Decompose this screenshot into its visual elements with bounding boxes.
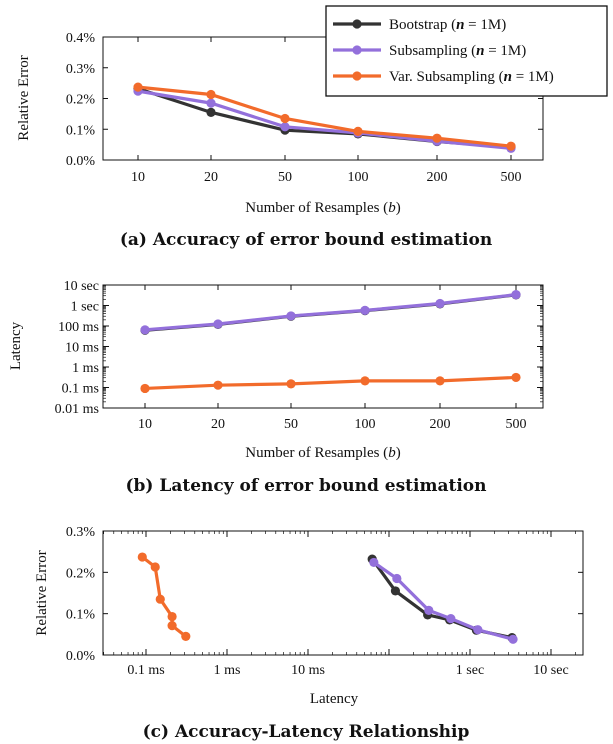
data-point	[155, 594, 165, 604]
y-tick-label: 1 sec	[71, 300, 99, 315]
data-point	[506, 141, 516, 151]
data-point	[280, 122, 290, 132]
legend-marker	[352, 45, 362, 55]
plot-frame	[102, 530, 584, 656]
plot-frame	[102, 284, 544, 409]
x-tick-label: 50	[284, 417, 298, 432]
x-tick-label: 500	[501, 170, 522, 185]
data-point	[353, 126, 363, 137]
data-point	[360, 305, 370, 315]
x-tick-label: 100	[355, 417, 376, 432]
series-line	[370, 558, 513, 640]
series-line	[137, 85, 512, 148]
data-point	[424, 605, 434, 615]
y-tick-label: 10 ms	[65, 341, 99, 356]
x-axis-label: Number of Resamples (b)	[245, 445, 400, 461]
y-axis-label: Relative Error	[16, 55, 32, 140]
y-axis-label: Latency	[8, 321, 24, 370]
data-point	[206, 98, 216, 108]
series-line	[144, 375, 517, 391]
data-point	[167, 611, 177, 622]
x-tick-label: 50	[278, 170, 292, 185]
legend-marker	[352, 19, 362, 29]
x-tick-label: 10	[131, 170, 145, 185]
x-axis-label: Number of Resamples (b)	[245, 200, 400, 216]
data-point	[150, 562, 160, 572]
caption-b: (b) Latency of error bound estimation	[125, 476, 486, 496]
data-point	[392, 573, 402, 584]
y-tick-label: 100 ms	[58, 320, 99, 335]
data-point	[432, 133, 442, 143]
data-point	[508, 634, 518, 644]
data-point	[511, 290, 521, 300]
data-point	[206, 89, 216, 100]
legend: Bootstrap (n = 1M) Subsampling (n = 1M) Va…	[325, 5, 608, 97]
data-point	[140, 383, 150, 394]
x-tick-label: 10 ms	[291, 663, 325, 678]
data-point	[369, 557, 379, 568]
x-tick-label: 20	[211, 417, 225, 432]
data-point	[206, 107, 216, 117]
data-point	[473, 625, 483, 635]
series-line	[137, 87, 512, 149]
y-tick-label: 0.0%	[66, 154, 96, 169]
x-tick-label: 20	[204, 170, 218, 185]
data-point	[511, 372, 521, 383]
legend-marker	[352, 71, 362, 81]
data-point	[213, 319, 223, 329]
legend-label: Var. Subsampling (n = 1M)	[389, 69, 554, 85]
y-tick-label: 0.1%	[66, 608, 96, 623]
x-axis-label: Latency	[310, 691, 359, 707]
y-axis-label: Relative Error	[34, 550, 50, 635]
y-tick-label: 0.01 ms	[55, 402, 99, 417]
data-point	[133, 82, 143, 92]
data-point	[280, 113, 290, 124]
legend-label: Bootstrap (n = 1M)	[389, 17, 506, 33]
chart-b: 0.01 ms 0.1 ms 1 ms 10 ms 100 ms 1 sec 10 sec 1…	[8, 279, 544, 496]
data-point	[435, 298, 445, 309]
y-tick-label: 0.2%	[66, 566, 96, 581]
x-tick-label: 1 sec	[456, 663, 484, 678]
legend-label: Subsampling (n = 1M)	[389, 43, 526, 59]
x-tick-label: 200	[427, 170, 448, 185]
data-point	[181, 631, 191, 642]
x-tick-label: 10 sec	[533, 663, 568, 678]
data-point	[213, 380, 223, 390]
x-tick-label: 100	[348, 170, 369, 185]
data-point	[360, 376, 370, 386]
caption-a: (a) Accuracy of error bound estimation	[120, 230, 492, 250]
y-tick-label: 10 sec	[64, 279, 99, 294]
x-tick-label: 0.1 ms	[127, 663, 164, 678]
data-point	[446, 614, 456, 624]
data-point	[286, 379, 296, 389]
y-tick-label: 0.0%	[66, 649, 96, 664]
x-tick-label: 200	[430, 417, 451, 432]
data-point	[167, 621, 177, 631]
y-tick-label: 0.3%	[66, 525, 96, 540]
y-tick-label: 0.4%	[66, 31, 96, 46]
y-tick-label: 0.1%	[66, 123, 96, 138]
y-tick-label: 0.1 ms	[62, 382, 99, 397]
x-tick-label: 1 ms	[214, 663, 241, 678]
data-point	[390, 586, 401, 596]
series-line	[144, 293, 517, 332]
x-tick-label: 500	[506, 417, 527, 432]
data-point	[137, 552, 147, 562]
series-line	[372, 561, 514, 641]
x-tick-label: 10	[138, 417, 152, 432]
series-line	[137, 89, 512, 150]
data-point	[140, 325, 150, 335]
data-point	[435, 376, 445, 386]
chart-c: 0.1 ms 1 ms 10 ms 1 sec 10 sec 0.0% 0.1% 0.2% 0.…	[34, 525, 584, 742]
y-tick-label: 0.2%	[66, 93, 96, 108]
data-point	[286, 311, 296, 321]
y-tick-label: 1 ms	[72, 361, 99, 376]
chart-a: 0.0% 0.1% 0.2% 0.3% 0.4% 10 20 50 100 200 500 Numbe…	[16, 31, 544, 250]
y-tick-label: 0.3%	[66, 62, 96, 77]
caption-c: (c) Accuracy-Latency Relationship	[143, 722, 470, 742]
